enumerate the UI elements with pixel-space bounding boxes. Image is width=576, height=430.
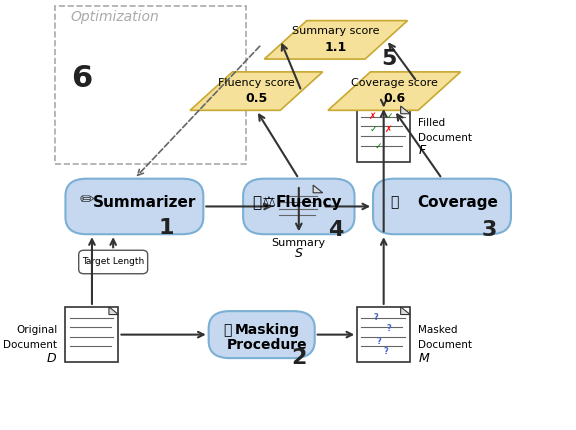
Text: Fluency score: Fluency score: [218, 77, 295, 88]
Polygon shape: [328, 72, 461, 111]
Text: 2: 2: [291, 348, 306, 368]
Text: Coverage: Coverage: [418, 195, 498, 210]
Text: 0.6: 0.6: [383, 92, 406, 105]
Polygon shape: [264, 21, 408, 59]
Text: ?: ?: [376, 337, 381, 346]
Text: 1.1: 1.1: [325, 41, 347, 54]
FancyBboxPatch shape: [243, 179, 354, 234]
Text: ✗: ✗: [385, 125, 393, 134]
Text: 📋: 📋: [390, 195, 399, 209]
Text: 0.5: 0.5: [245, 92, 267, 105]
Text: Masked: Masked: [418, 326, 458, 335]
Bar: [55, 6, 246, 164]
Text: Summary: Summary: [272, 239, 326, 249]
Text: Document: Document: [418, 340, 472, 350]
Text: 5: 5: [381, 49, 397, 69]
Text: $S$: $S$: [294, 247, 304, 260]
Text: $D$: $D$: [47, 352, 58, 365]
Text: $M$: $M$: [418, 352, 431, 365]
Text: ✗: ✗: [369, 112, 377, 121]
Text: 6: 6: [71, 64, 92, 93]
Polygon shape: [190, 72, 323, 111]
Text: ?: ?: [373, 313, 378, 322]
Text: ✓: ✓: [385, 112, 393, 121]
Text: Coverage score: Coverage score: [351, 77, 438, 88]
Text: ✓: ✓: [369, 125, 377, 134]
Text: $F$: $F$: [418, 144, 427, 157]
Text: Document: Document: [3, 340, 58, 350]
Text: Target Length: Target Length: [82, 258, 145, 267]
Text: Filled: Filled: [418, 118, 445, 128]
FancyBboxPatch shape: [79, 250, 147, 274]
Text: Masking: Masking: [234, 323, 300, 338]
Text: Procedure: Procedure: [227, 338, 308, 352]
Bar: [357, 307, 410, 362]
Bar: [66, 307, 119, 362]
Polygon shape: [109, 307, 119, 314]
Polygon shape: [401, 106, 410, 114]
Polygon shape: [401, 307, 410, 314]
FancyBboxPatch shape: [373, 179, 511, 234]
Text: ?: ?: [386, 324, 391, 333]
Text: 👨‍⚖️: 👨‍⚖️: [253, 195, 276, 210]
Text: ✓: ✓: [374, 142, 382, 151]
Text: Optimization: Optimization: [71, 10, 160, 24]
Bar: [275, 185, 323, 228]
Text: 4: 4: [328, 220, 344, 240]
Text: ?: ?: [384, 347, 389, 356]
Polygon shape: [313, 185, 323, 193]
Text: 3: 3: [482, 220, 498, 240]
Text: 1: 1: [158, 218, 174, 238]
Text: Document: Document: [418, 133, 472, 143]
Bar: [357, 106, 410, 162]
FancyBboxPatch shape: [209, 311, 314, 358]
Text: Summary score: Summary score: [292, 26, 380, 36]
Text: Summarizer: Summarizer: [93, 195, 196, 210]
Text: ✏: ✏: [79, 191, 94, 209]
Text: Original: Original: [16, 326, 58, 335]
Text: Fluency: Fluency: [276, 195, 343, 210]
Text: 🖥: 🖥: [223, 323, 232, 338]
FancyBboxPatch shape: [66, 179, 203, 234]
